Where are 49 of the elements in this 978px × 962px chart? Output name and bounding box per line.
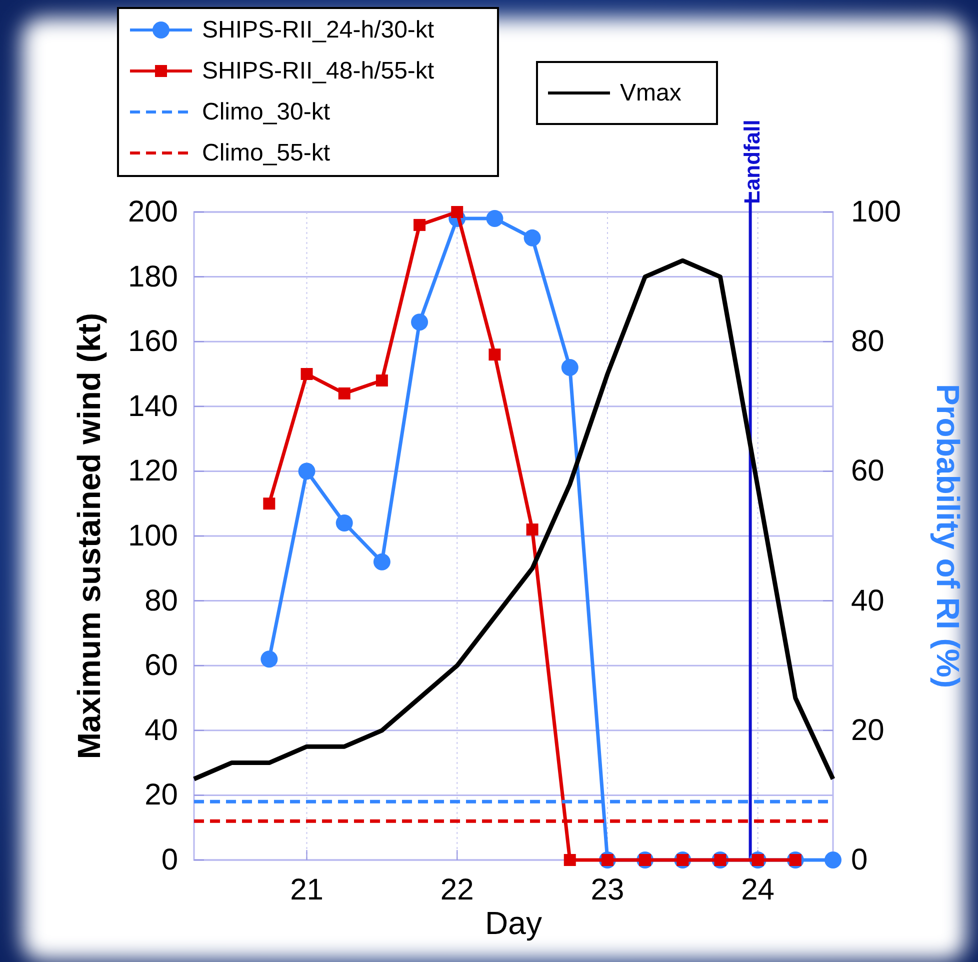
point [561,359,578,376]
y-tick-label: 60 [144,649,178,682]
point [824,852,842,868]
point [486,210,504,227]
y2-axis-title: Probability of RI (%) [930,384,966,688]
point [564,854,576,866]
point [451,206,464,218]
point [300,368,313,380]
legend-label: Climo_55-kt [202,140,330,166]
point [263,498,276,510]
point [376,374,388,386]
y2-tick-label: 100 [851,196,902,228]
line-series [192,258,836,782]
legend-label: SHIPS-RII_48-h/55-kt [202,58,434,84]
point [298,462,316,480]
y-tick-label: 0 [161,844,178,876]
ref-line-label: Landfall [739,120,764,204]
y-tick-label: 160 [128,325,178,358]
y-tick-label: 200 [128,196,178,228]
point [526,524,538,536]
x-tick-label: 24 [741,874,775,906]
x-tick-label: 22 [440,874,474,906]
y2-tick-label: 60 [851,454,884,488]
y2-tick-label: 40 [851,584,884,618]
x-axis-title: Day [485,905,542,941]
y-tick-label: 180 [128,260,178,294]
point [411,314,428,331]
y-tick-label: 120 [128,454,178,488]
legend-label: Climo_30-kt [202,98,330,126]
point [336,514,353,532]
point [260,650,278,668]
point [373,553,390,570]
x-tick-label: 21 [290,874,324,906]
y-tick-label: 140 [128,390,178,423]
point [488,348,501,361]
y-tick-label: 20 [144,778,178,812]
legend-label: SHIPS-RII_24-h/30-kt [202,16,434,44]
y2-tick-label: 80 [851,325,884,358]
legend-label: Vmax [620,80,682,106]
y2-tick-label: 20 [851,714,884,747]
y-axis-title: Maximum sustained wind (kt) [71,312,107,760]
point [338,387,350,400]
point [414,218,426,231]
x-tick-label: 23 [590,874,624,906]
y2-tick-label: 0 [851,844,868,876]
y-tick-label: 40 [144,714,178,747]
y-tick-label: 100 [128,520,178,552]
point [524,229,541,246]
y-tick-label: 80 [144,584,178,618]
